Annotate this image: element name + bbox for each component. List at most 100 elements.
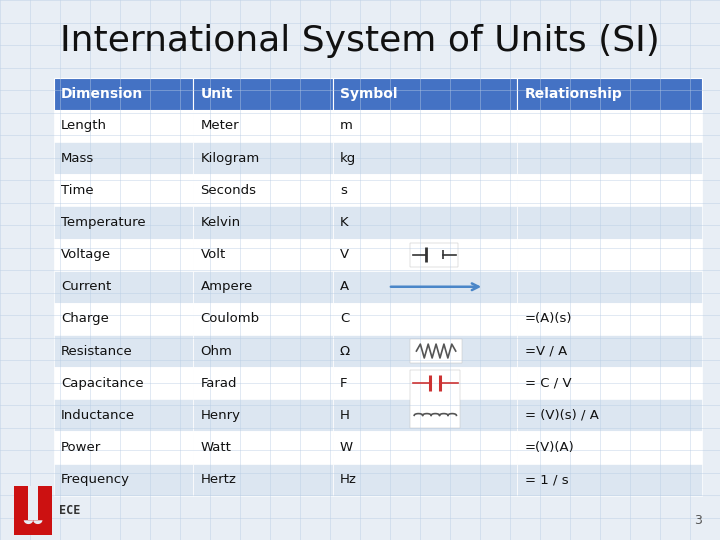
Text: =(A)(s): =(A)(s) [524,313,572,326]
Text: =(V)(A): =(V)(A) [524,441,575,454]
Text: Ω: Ω [340,345,350,357]
Text: Symbol: Symbol [340,87,397,101]
Bar [193,110,333,142]
Bar [54,303,193,335]
Bar [54,463,193,496]
Text: = C / V: = C / V [524,377,571,390]
Bar [410,242,458,267]
Text: W: W [340,441,353,454]
Bar [193,431,333,463]
Bar [518,206,702,239]
Text: ECE: ECE [59,504,81,517]
Text: Seconds: Seconds [200,184,256,197]
Text: Resistance: Resistance [61,345,133,357]
Bar [518,399,702,431]
Text: Temperature: Temperature [61,216,146,229]
Bar [193,206,333,239]
Text: s: s [340,184,347,197]
Bar [37,486,52,523]
Bar [518,335,702,367]
Text: = (V)(s) / A: = (V)(s) / A [524,409,598,422]
Bar [54,399,193,431]
Bar [193,463,333,496]
Bar [193,142,333,174]
Text: Kilogram: Kilogram [200,152,260,165]
Text: International System of Units (SI): International System of Units (SI) [60,24,660,57]
Text: 3: 3 [694,514,702,526]
Text: Henry: Henry [200,409,240,422]
Text: Mass: Mass [61,152,94,165]
Bar [29,486,37,520]
Bar [193,367,333,399]
Bar [193,239,333,271]
Bar [333,303,518,335]
Bar [333,239,518,271]
Text: Frequency: Frequency [61,473,130,486]
Bar [410,370,460,428]
Text: Capacitance: Capacitance [61,377,144,390]
Bar [333,271,518,303]
Bar [193,78,333,110]
Bar [54,335,193,367]
Bar [193,174,333,206]
Bar [333,399,518,431]
Bar [333,335,518,367]
Text: = 1 / s: = 1 / s [524,473,568,486]
Text: Coulomb: Coulomb [200,313,260,326]
Text: Volt: Volt [200,248,226,261]
Bar [333,78,518,110]
Bar [14,486,29,523]
Text: m: m [340,119,353,132]
Bar [54,239,193,271]
Text: Meter: Meter [200,119,239,132]
Bar [54,206,193,239]
Text: Inductance: Inductance [61,409,135,422]
Bar [518,463,702,496]
Text: kg: kg [340,152,356,165]
Bar [193,399,333,431]
Text: =V / A: =V / A [524,345,567,357]
Text: Power: Power [61,441,102,454]
Text: Charge: Charge [61,313,109,326]
Bar [333,367,518,399]
Text: Time: Time [61,184,94,197]
Bar [14,517,52,535]
Bar [54,78,193,110]
Bar [333,431,518,463]
Text: F: F [340,377,347,390]
Text: K: K [340,216,348,229]
Bar [54,110,193,142]
Text: Length: Length [61,119,107,132]
Bar [333,142,518,174]
Text: Ohm: Ohm [200,345,233,357]
Bar [193,335,333,367]
Text: Ampere: Ampere [200,280,253,293]
Bar [193,271,333,303]
Bar [193,303,333,335]
Bar [54,174,193,206]
Bar [54,142,193,174]
Text: Voltage: Voltage [61,248,112,261]
Bar [54,431,193,463]
Bar [333,174,518,206]
Bar [333,206,518,239]
Bar [54,271,193,303]
Text: H: H [340,409,350,422]
Bar [518,142,702,174]
Text: C: C [340,313,349,326]
Bar [518,78,702,110]
Bar [518,303,702,335]
Text: V: V [340,248,349,261]
Text: Farad: Farad [200,377,237,390]
Text: Current: Current [61,280,112,293]
Text: Unit: Unit [200,87,233,101]
Text: A: A [340,280,349,293]
Bar [518,271,702,303]
Bar [518,431,702,463]
Bar [518,110,702,142]
Text: Watt: Watt [200,441,231,454]
Text: Relationship: Relationship [524,87,622,101]
Bar [410,340,462,363]
Text: Hertz: Hertz [200,473,236,486]
Text: Dimension: Dimension [61,87,143,101]
